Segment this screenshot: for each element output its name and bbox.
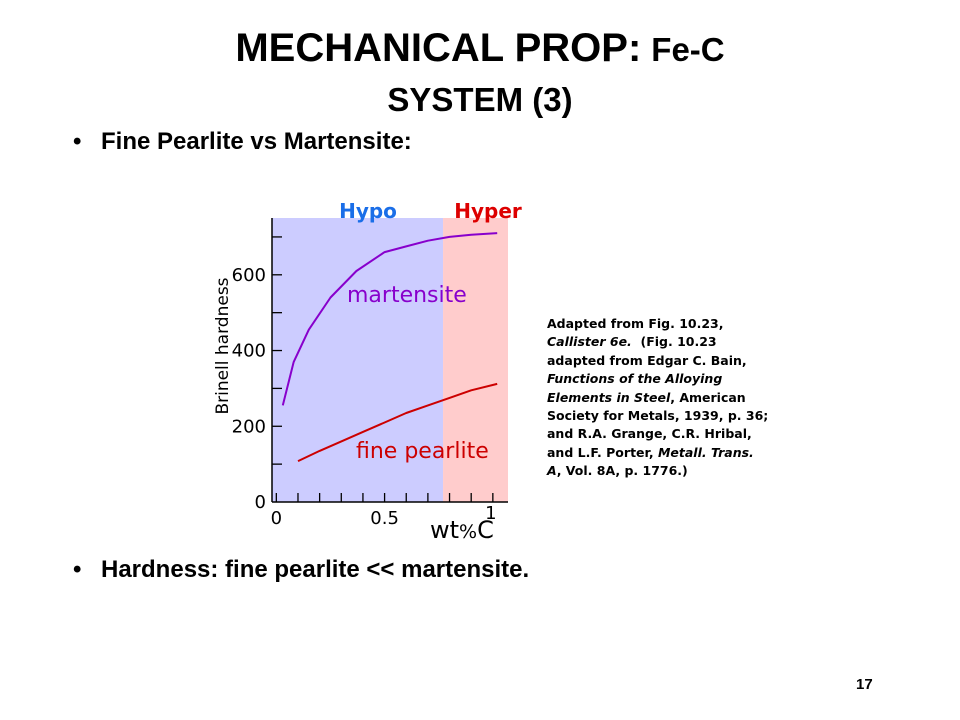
axis-ticks [272, 236, 494, 502]
caption-text: , American [670, 389, 746, 405]
martensite-curve [281, 232, 498, 406]
bullet-fine-pearlite-vs-martensite: • Fine Pearlite vs Martensite: [73, 127, 412, 157]
series-group [281, 232, 498, 463]
figure-caption: Adapted from Fig. 10.23, Callister 6e. (… [547, 315, 807, 481]
caption-line: Callister 6e. (Fig. 10.23 [547, 333, 807, 351]
fine-pearlite-curve [297, 382, 498, 463]
bullet-dot: • [73, 128, 82, 155]
caption-text: (Fig. 10.23 [631, 334, 717, 350]
x-tick-label: 1 [485, 503, 496, 524]
martensite-label: martensite [347, 283, 467, 308]
y-tick-label: 400 [232, 341, 266, 362]
caption-line: Adapted from Fig. 10.23, [547, 316, 724, 331]
tick-labels: 0 200 400 600 0 0.5 1 [232, 265, 497, 529]
x-tick-label: 0 [271, 508, 282, 529]
caption-line: adapted from Edgar C. Bain, [547, 352, 747, 368]
y-tick-label: 0 [255, 492, 266, 513]
bullet-text: Hardness: fine pearlite << martensite. [101, 556, 530, 583]
caption-italic: Metall. Trans. [657, 444, 754, 460]
caption-line: Elements in Steel, American [547, 389, 807, 407]
x-axis-title-part: % [459, 521, 477, 543]
hypo-label: Hypo [339, 199, 397, 223]
caption-italic: Callister 6e. [547, 334, 632, 350]
caption-line: and L.F. Porter, Metall. Trans. [547, 444, 807, 462]
page-title-line2: SYSTEM (3) [387, 81, 573, 118]
bullet-dot: • [73, 556, 82, 583]
caption-text: and L.F. Porter, [547, 444, 658, 460]
page-number: 17 [856, 676, 873, 693]
caption-italic: Elements in Steel [547, 389, 671, 405]
caption-line: and R.A. Grange, C.R. Hribal, [547, 426, 752, 442]
x-axis-title: wt%C [430, 516, 494, 544]
x-tick-label: 0.5 [370, 508, 399, 529]
bullet-hardness: • Hardness: fine pearlite << martensite. [73, 555, 529, 585]
caption-italic: A [547, 463, 557, 479]
fine-pearlite-label: fine pearlite [356, 439, 489, 464]
caption-line: A, Vol. 8A, p. 1776.) [547, 462, 807, 480]
y-tick-label: 200 [232, 416, 266, 437]
y-axis-title: Brinell hardness [213, 277, 233, 414]
caption-line: Functions of the Alloying [547, 370, 807, 388]
x-axis-title-part: C [477, 516, 494, 544]
hyper-label: Hyper [454, 199, 522, 223]
title-suffix: Fe-C [651, 31, 725, 68]
caption-line: Society for Metals, 1939, p. 36; [547, 408, 769, 424]
hypo-region [272, 218, 444, 502]
caption-text: , Vol. 8A, p. 1776.) [556, 463, 688, 479]
y-tick-label: 600 [232, 265, 266, 286]
bullet-text: Fine Pearlite vs Martensite: [101, 128, 412, 155]
page-title: MECHANICAL PROP: Fe-C [0, 24, 960, 74]
x-axis-title-part: wt [430, 516, 459, 544]
hyper-region [443, 218, 508, 502]
caption-italic: Functions of the Alloying [547, 371, 723, 387]
title-main: MECHANICAL PROP: [235, 26, 642, 70]
